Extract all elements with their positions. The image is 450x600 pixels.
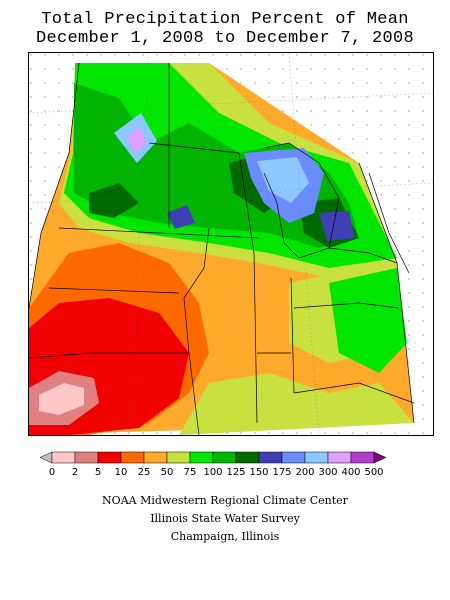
- legend-swatch: [281, 451, 306, 464]
- state-boundaries: [29, 62, 415, 435]
- legend-label: 300: [318, 467, 337, 478]
- credit-line-2: Illinois State Water Survey: [150, 512, 300, 525]
- region-sky-michigan: [257, 157, 309, 203]
- legend-label: 75: [184, 467, 197, 478]
- region-light-pink-sw: [39, 383, 84, 415]
- map-title-line2: December 1, 2008 to December 7, 2008: [35, 29, 415, 48]
- legend-swatch: [189, 451, 214, 464]
- legend-label: 175: [272, 467, 291, 478]
- region-yellow-green-south: [179, 373, 414, 435]
- legend-swatch: [120, 451, 145, 464]
- legend-label: 150: [249, 467, 268, 478]
- legend-label: 200: [295, 467, 314, 478]
- color-legend: 0 2 5 10 25 50 75 100 125 150 175 200 300 400 500: [40, 451, 387, 478]
- region-blue-east: [319, 211, 355, 241]
- legend-swatch: [143, 451, 168, 464]
- legend-label: 2: [72, 467, 78, 478]
- region-blue-mn: [167, 205, 195, 229]
- region-violet-nw: [127, 127, 147, 153]
- legend-swatch-arrow-right: [373, 451, 387, 464]
- legend-swatch: [97, 451, 122, 464]
- legend-swatch: [327, 451, 352, 464]
- legend-swatch-arrow-left: [40, 451, 53, 464]
- region-forest-1: [89, 183, 139, 218]
- region-green-east: [329, 268, 407, 373]
- legend-swatch: [166, 451, 191, 464]
- legend-label: 0: [49, 467, 55, 478]
- legend-label: 400: [341, 467, 360, 478]
- credit-line-1: NOAA Midwestern Regional Climate Center: [102, 494, 348, 507]
- legend-label: 100: [203, 467, 222, 478]
- legend-label: 10: [115, 467, 128, 478]
- legend-swatch: [350, 451, 375, 464]
- legend-label: 25: [138, 467, 151, 478]
- legend-swatch: [258, 451, 283, 464]
- legend-swatch: [212, 451, 237, 464]
- credit-line-3: Champaign, Illinois: [170, 530, 280, 543]
- map-canvas: [29, 53, 433, 435]
- legend-swatch: [51, 451, 76, 464]
- legend-swatch: [74, 451, 99, 464]
- legend-label: 5: [95, 467, 101, 478]
- legend-label: 125: [226, 467, 245, 478]
- legend-label: 500: [364, 467, 383, 478]
- legend-label: 50: [161, 467, 174, 478]
- legend-swatch: [304, 451, 329, 464]
- map-title-line1: Total Precipitation Percent of Mean: [41, 10, 409, 29]
- precipitation-map: [28, 52, 434, 436]
- legend-swatch: [235, 451, 260, 464]
